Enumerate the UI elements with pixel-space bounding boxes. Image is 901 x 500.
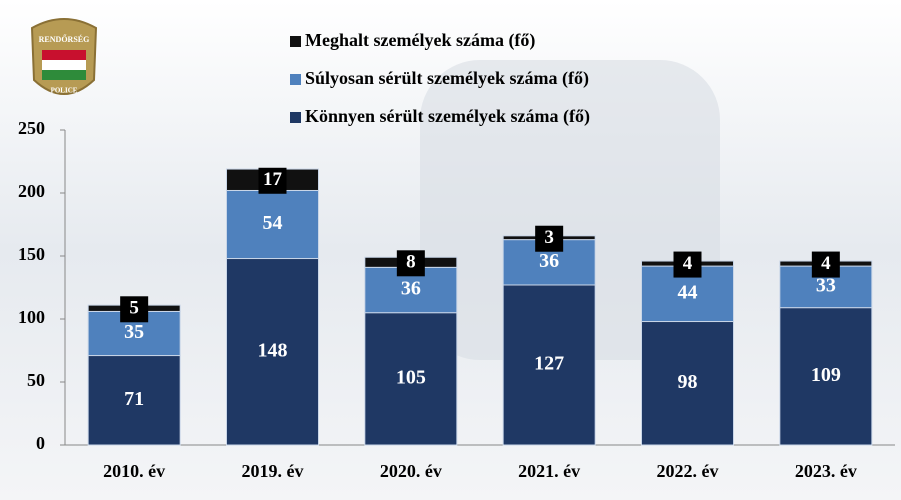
logo-stripe <box>42 50 86 60</box>
y-tick-label: 50 <box>27 370 45 390</box>
x-tick-label: 2010. év <box>103 461 165 481</box>
legend-label: Súlyosan sérült személyek száma (fő) <box>305 68 589 89</box>
data-label: 54 <box>263 212 283 234</box>
legend-label: Könnyen sérült személyek száma (fő) <box>305 106 590 127</box>
legend-marker <box>290 112 301 123</box>
data-label: 127 <box>534 353 564 375</box>
data-label: 98 <box>678 371 698 393</box>
logo-text: POLICE <box>51 87 78 95</box>
data-label: 33 <box>816 274 836 296</box>
y-tick-label: 100 <box>18 307 45 327</box>
data-label: 44 <box>678 281 698 303</box>
data-label: 109 <box>811 364 841 386</box>
logo-stripe <box>42 70 86 80</box>
legend-label: Meghalt személyek száma (fő) <box>305 30 535 51</box>
data-label: 35 <box>124 321 144 343</box>
legend-marker <box>290 36 301 47</box>
logo-stripe <box>42 60 86 70</box>
data-label: 105 <box>396 366 426 388</box>
chart: RENDŐRSÉG POLICE 0 50 100 150 200 250 Meghalt … <box>0 0 901 500</box>
data-label: 17 <box>263 169 283 190</box>
x-tick-label: 2019. év <box>242 461 304 481</box>
data-label: 148 <box>258 339 288 361</box>
x-tick-label: 2022. év <box>657 461 719 481</box>
y-tick-label: 200 <box>18 181 45 201</box>
data-label: 4 <box>683 253 693 274</box>
legend-marker <box>290 74 301 85</box>
data-label: 4 <box>821 253 831 274</box>
data-label: 36 <box>539 250 559 272</box>
y-tick-label: 0 <box>36 433 45 453</box>
page: RENDŐRSÉG POLICE 0 50 100 150 200 250 Meghalt … <box>0 0 901 500</box>
logo: RENDŐRSÉG POLICE <box>32 19 96 95</box>
data-label: 5 <box>129 298 139 319</box>
logo-text: RENDŐRSÉG <box>39 34 90 44</box>
y-tick-label: 250 <box>18 118 45 138</box>
data-label: 71 <box>124 388 144 410</box>
x-tick-label: 2023. év <box>795 461 857 481</box>
y-tick-label: 150 <box>18 244 45 264</box>
data-label: 3 <box>544 227 554 248</box>
data-label: 8 <box>406 252 416 273</box>
data-label: 36 <box>401 278 421 300</box>
x-tick-label: 2021. év <box>518 461 580 481</box>
x-tick-label: 2020. év <box>380 461 442 481</box>
